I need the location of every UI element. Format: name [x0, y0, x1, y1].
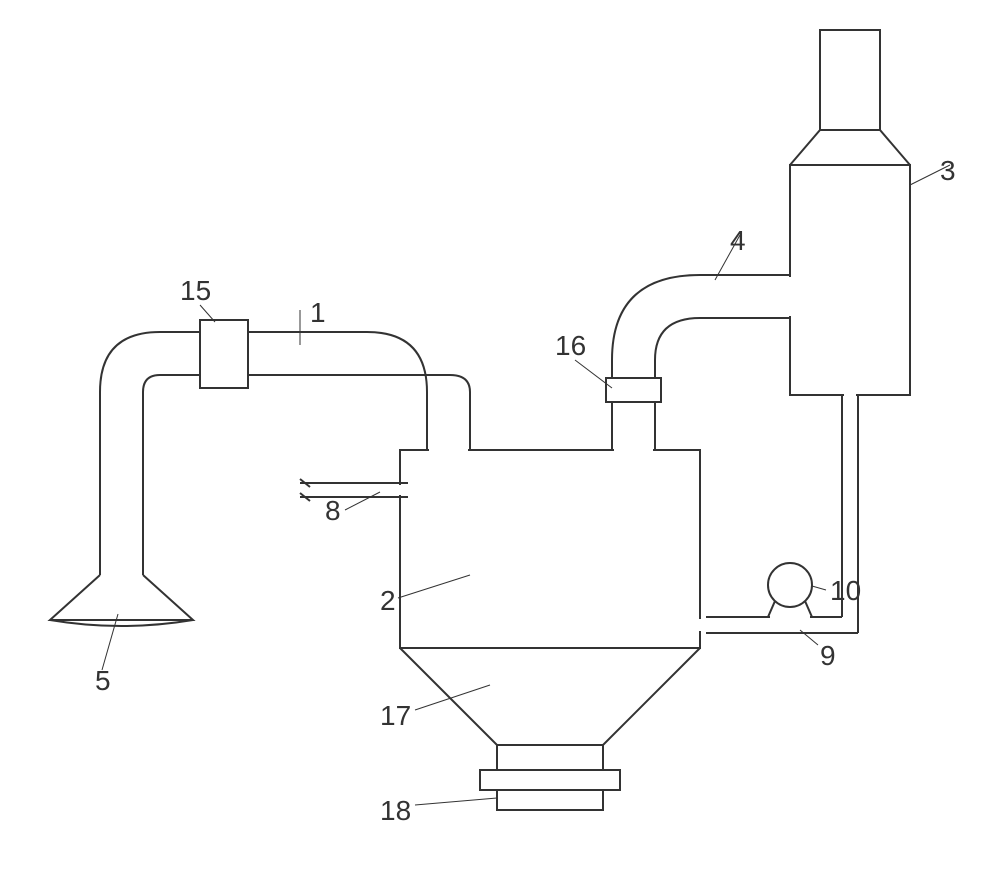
label-1: 1 [310, 297, 326, 328]
hopper-17 [400, 648, 700, 770]
outlet-pipe-4 [612, 275, 790, 450]
intake-pipe-1 [100, 332, 470, 575]
label-10: 10 [830, 575, 861, 606]
label-2: 2 [380, 585, 396, 616]
column-assembly-3 [790, 30, 910, 395]
pump-conn-b [805, 601, 812, 617]
label-8: 8 [325, 495, 341, 526]
leader-17 [415, 685, 490, 710]
bottom-flange-18 [480, 770, 620, 810]
label-18: 18 [380, 795, 411, 826]
intake-hood-5 [50, 575, 193, 626]
apparatus-diagram: 1 2 3 4 5 8 9 10 15 16 17 18 [0, 0, 1000, 871]
label-3: 3 [940, 155, 956, 186]
label-9: 9 [820, 640, 836, 671]
label-4: 4 [730, 225, 746, 256]
vessel-2 [400, 450, 700, 648]
vessel-top-open-1 [429, 448, 468, 452]
label-5: 5 [95, 665, 111, 696]
vessel-top-open-4 [614, 448, 653, 452]
leader-8 [345, 492, 380, 510]
label-17: 17 [380, 700, 411, 731]
leader-10 [812, 586, 826, 590]
pump-mask [770, 615, 810, 619]
coupler-15 [200, 320, 248, 388]
label-16: 16 [555, 330, 586, 361]
column-bottom-open [844, 393, 856, 397]
vessel-right-open-9 [698, 619, 702, 631]
pump-conn-a [768, 601, 775, 617]
leader-18 [415, 798, 497, 805]
label-15: 15 [180, 275, 211, 306]
coupler-16 [606, 378, 661, 402]
leader-5 [102, 614, 118, 670]
vessel-left-open-8 [398, 485, 402, 495]
leader-16 [575, 360, 612, 388]
pipe-entry-mask [788, 277, 792, 316]
pump-10 [768, 563, 812, 607]
side-port-8 [300, 479, 408, 501]
leader-2 [398, 575, 470, 598]
